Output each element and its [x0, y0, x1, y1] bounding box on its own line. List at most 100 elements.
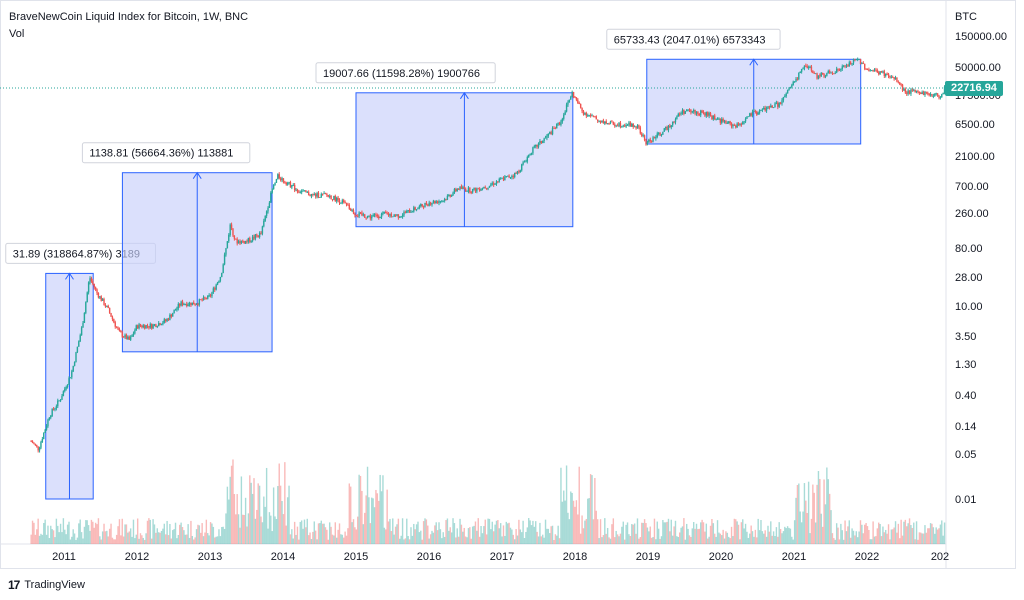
- price-range-annotation[interactable]: 1138.81 (56664.36%) 113881: [81, 142, 273, 353]
- candle-body: [674, 119, 677, 123]
- candle-body: [719, 118, 722, 123]
- volume-bar: [209, 522, 212, 544]
- volume-bar: [918, 532, 921, 544]
- volume-bar: [873, 536, 876, 544]
- candle-body: [622, 125, 624, 127]
- candle-body: [521, 164, 523, 171]
- time-axis[interactable]: 2011 2012 2013 2014 2015 2016 2017 2018 2019 2020…: [52, 551, 949, 563]
- volume-bar: [89, 530, 91, 544]
- candle-body: [848, 62, 850, 67]
- candle-body: [441, 200, 443, 202]
- volume-bar: [508, 522, 510, 544]
- range-annotations[interactable]: 31.89 (318864.87%) 3189 1138.81 (56664.36…: [5, 28, 862, 500]
- volume-bar: [184, 534, 187, 544]
- candle-body: [758, 110, 761, 113]
- candle-body: [113, 319, 115, 323]
- volume-bar: [756, 537, 758, 544]
- volume-bar: [38, 535, 41, 544]
- candle-body: [361, 212, 363, 216]
- candle-body: [122, 336, 125, 338]
- volume-label[interactable]: Vol: [9, 28, 25, 40]
- candle-body: [823, 74, 825, 77]
- volume-bar: [824, 504, 827, 544]
- chart-title[interactable]: BraveNewCoin Liquid Index for Bitcoin, 1…: [9, 11, 249, 23]
- candle-body: [180, 301, 182, 306]
- volume-bar: [456, 528, 458, 544]
- volume-bar: [286, 497, 289, 544]
- candle-body: [767, 106, 769, 109]
- candle-body: [707, 112, 709, 116]
- volume-bar: [694, 528, 696, 544]
- candle-body: [515, 172, 517, 174]
- candle-body: [871, 70, 873, 72]
- price-axis[interactable]: 0.01 0.05 0.14 0.40 1.30 3.50 10.00 28.00 80.00 2…: [955, 31, 1007, 506]
- candle-body: [530, 153, 533, 155]
- candle-body: [892, 76, 894, 78]
- candle-body: [939, 97, 942, 99]
- volume-bar: [309, 532, 311, 544]
- candle-body: [571, 91, 573, 97]
- volume-bar: [932, 527, 935, 544]
- volume-bar: [533, 526, 536, 544]
- volume-bar: [621, 526, 623, 544]
- candle-body: [653, 137, 656, 139]
- volume-bar: [775, 527, 778, 544]
- volume-bar: [890, 529, 893, 544]
- volume-bar: [281, 501, 283, 544]
- volume-bar: [362, 524, 365, 544]
- price-tick-label: 10.00: [955, 301, 983, 313]
- volume-bar: [632, 524, 634, 544]
- volume-bar: [693, 522, 695, 544]
- candle-body: [518, 171, 520, 173]
- volume-bar: [132, 519, 135, 544]
- candle-body: [187, 304, 189, 306]
- volume-bar: [327, 539, 329, 544]
- candle-body: [893, 77, 895, 80]
- volume-bar: [306, 518, 308, 544]
- candle-body: [383, 211, 386, 213]
- candle-body: [921, 92, 923, 95]
- candle-body: [591, 115, 593, 117]
- candle-body: [330, 195, 332, 200]
- volume-bar: [758, 530, 761, 544]
- volume-bar: [732, 536, 734, 544]
- volume-bar: [751, 531, 754, 544]
- volume-bar: [411, 535, 414, 544]
- volume-bar: [719, 533, 722, 544]
- tradingview-logo[interactable]: 17 TradingView: [8, 578, 85, 592]
- volume-bar: [849, 537, 852, 544]
- volume-bar: [835, 523, 838, 544]
- volume-bar: [476, 530, 478, 544]
- volume-bar: [59, 523, 62, 544]
- price-tick-label: 700.00: [955, 181, 989, 193]
- volume-bar: [397, 518, 400, 544]
- price-tick-label: 0.01: [955, 494, 976, 506]
- volume-bar: [466, 537, 468, 544]
- candle-body: [942, 92, 944, 95]
- volume-bar: [420, 530, 422, 544]
- price-range-annotation[interactable]: 19007.66 (11598.28%) 1900766: [315, 62, 574, 228]
- volume-bar: [274, 516, 276, 544]
- volume-bar: [73, 533, 76, 544]
- price-range-annotation[interactable]: 65733.43 (2047.01%) 6573343: [606, 28, 862, 145]
- candle-body: [83, 312, 86, 323]
- volume-bar: [572, 500, 575, 544]
- volume-bar: [859, 520, 862, 544]
- candle-body: [90, 278, 93, 282]
- candle-body: [260, 232, 262, 234]
- volume-bar: [236, 494, 238, 544]
- candle-body: [587, 115, 589, 117]
- candle-body: [629, 122, 632, 127]
- volume-bar: [359, 475, 362, 544]
- candle-body: [608, 123, 610, 124]
- candle-body: [906, 92, 908, 94]
- candle-body: [799, 71, 801, 73]
- volume-bar: [82, 538, 84, 544]
- volume-bar: [467, 528, 470, 544]
- volume-bar: [368, 497, 370, 544]
- candle-body: [358, 212, 360, 217]
- candle-body: [733, 125, 736, 126]
- candle-body: [312, 193, 314, 195]
- volume-bar: [688, 535, 691, 544]
